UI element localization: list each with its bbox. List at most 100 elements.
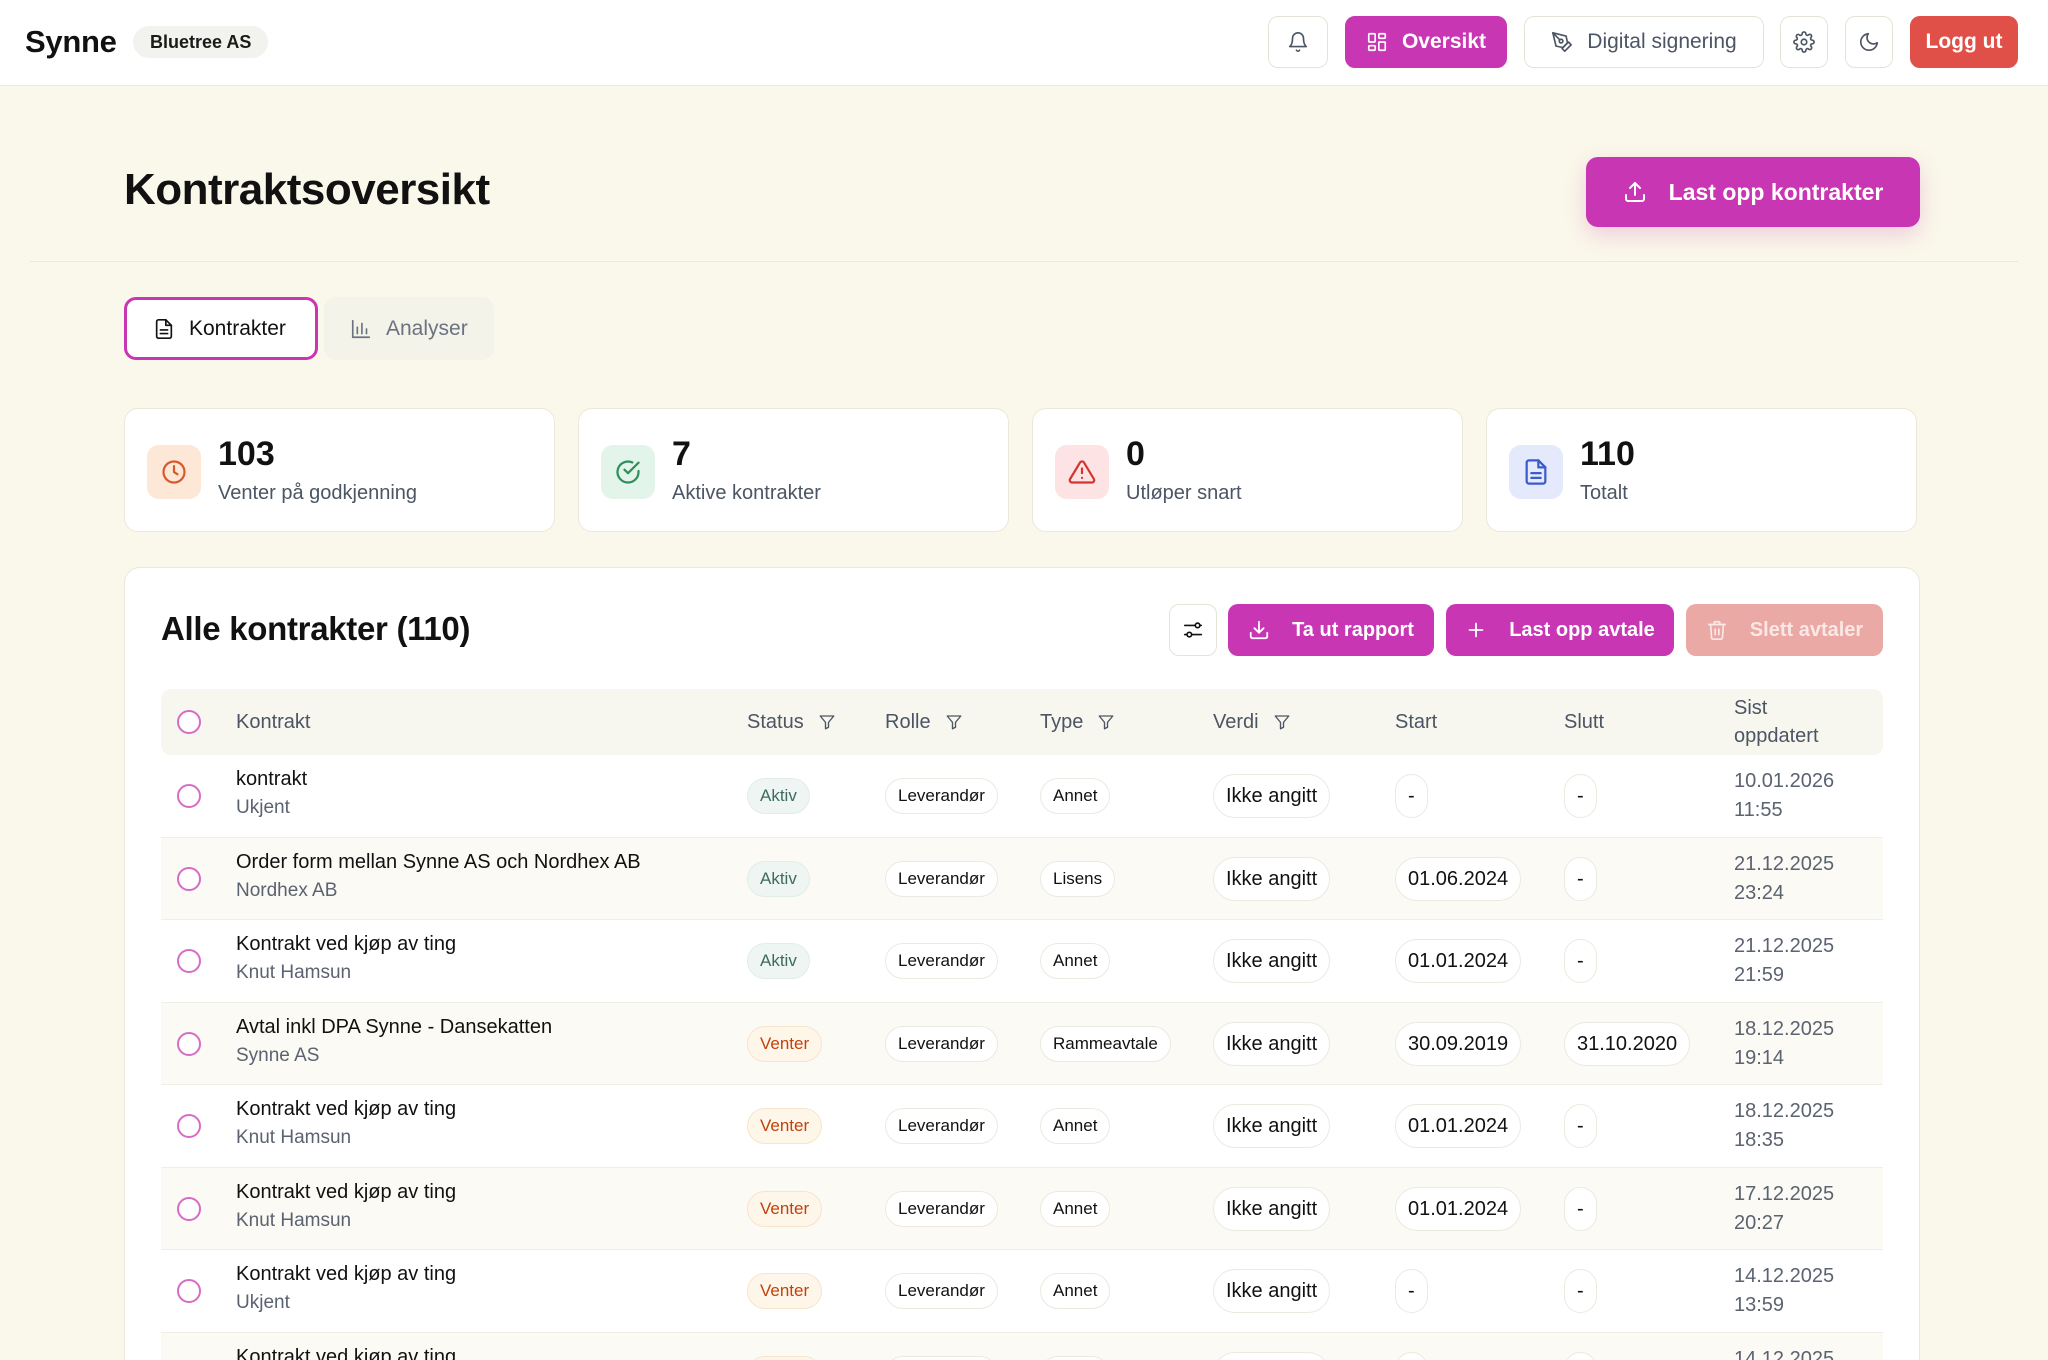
notifications-button[interactable] (1268, 16, 1328, 68)
contract-cell[interactable]: Order form mellan Synne AS och Nordhex A… (236, 851, 641, 902)
contract-title[interactable]: kontrakt (236, 768, 308, 790)
stat-card-total: 110 Totalt (1486, 408, 1917, 532)
role-badge: Leverandør (885, 860, 998, 897)
tab-analyses-label: Analyser (386, 316, 468, 340)
updated-cell: 21.12.2025 21:59 (1734, 932, 1834, 990)
trash-icon (1706, 619, 1728, 641)
end-date-badge: - (1564, 939, 1597, 983)
row-checkbox[interactable] (177, 866, 201, 891)
delete-agreements-label: Slett avtaler (1749, 618, 1864, 641)
updated-date: 10.01.2026 (1734, 770, 1835, 792)
row-checkbox[interactable] (177, 1196, 201, 1221)
nav-overview-button[interactable]: Oversikt (1345, 16, 1507, 68)
updated-cell: 10.01.2026 11:55 (1734, 767, 1834, 825)
role-badge: Leverandør (885, 1190, 998, 1227)
updated-time: 18:35 (1734, 1129, 1785, 1151)
col-updated[interactable]: Sist oppdatert (1734, 689, 1819, 755)
select-all-checkbox[interactable] (177, 710, 201, 734)
plus-icon (1465, 619, 1487, 641)
status-badge: Venter (747, 1273, 823, 1309)
contract-cell[interactable]: Kontrakt ved kjøp av ting Knut Hamsun (236, 1098, 456, 1149)
upload-contracts-button[interactable]: Last opp kontrakter (1586, 157, 1920, 227)
status-badge: Aktiv (747, 860, 810, 897)
row-checkbox[interactable] (177, 784, 201, 808)
role-badge: Leverandør (885, 1025, 998, 1062)
contract-title[interactable]: Order form mellan Synne AS och Nordhex A… (236, 850, 641, 873)
contract-title[interactable]: Kontrakt ved kjøp av ting (236, 1180, 457, 1203)
tab-contracts[interactable]: Kontrakter (124, 297, 318, 360)
table-row[interactable]: Kontrakt ved kjøp av ting Knut Hamsun Ve… (161, 1167, 1883, 1250)
type-badge: Annet (1040, 778, 1111, 814)
table-row[interactable]: Kontrakt ved kjøp av ting Knut Hamsun Ve… (161, 1085, 1883, 1168)
filter-icon[interactable] (1097, 713, 1115, 731)
bar-chart-icon (350, 318, 372, 340)
table-row[interactable]: Kontrakt ved kjøp av ting Knut Hamsun Ak… (161, 920, 1883, 1003)
upload-agreement-button[interactable]: Last opp avtale (1446, 604, 1674, 656)
contract-title[interactable]: Avtal inkl DPA Synne - Dansekatten (236, 1015, 553, 1038)
row-checkbox[interactable] (177, 1031, 201, 1056)
filter-icon[interactable] (1273, 713, 1291, 731)
end-date-badge: - (1564, 1269, 1597, 1313)
top-bar: Synne Bluetree AS Oversikt Digital signe… (0, 0, 2048, 86)
col-start[interactable]: Start (1395, 689, 1437, 755)
brand-logo[interactable]: Synne (25, 24, 117, 59)
col-value[interactable]: Verdi (1213, 689, 1291, 755)
contract-title[interactable]: Kontrakt ved kjøp av ting (236, 933, 457, 955)
table-row[interactable]: Kontrakt ved kjøp av ting Venter Leverand… (161, 1332, 1883, 1360)
status-badge: Venter (747, 1025, 823, 1062)
updated-time: 20:27 (1734, 1211, 1785, 1234)
col-status[interactable]: Status (747, 689, 836, 755)
settings-button[interactable] (1780, 16, 1828, 68)
contract-title[interactable]: Kontrakt ved kjøp av ting (236, 1098, 457, 1120)
updated-date: 17.12.2025 (1734, 1182, 1835, 1205)
type-badge: Rammeavtale (1040, 1025, 1171, 1062)
table-row[interactable]: Order form mellan Synne AS och Nordhex A… (161, 837, 1883, 920)
contract-cell[interactable]: Kontrakt ved kjøp av ting Knut Hamsun (236, 933, 456, 984)
col-type[interactable]: Type (1040, 689, 1115, 755)
type-badge: Annet (1040, 1108, 1111, 1144)
col-updated-label: Sist (1734, 697, 1768, 719)
contract-party: Knut Hamsun (236, 962, 352, 983)
contract-cell[interactable]: Avtal inkl DPA Synne - Dansekatten Synne… (236, 1016, 552, 1067)
filter-icon[interactable] (818, 713, 836, 731)
value-badge: Ikke angitt (1213, 1269, 1331, 1313)
row-checkbox[interactable] (177, 949, 201, 973)
row-checkbox[interactable] (177, 1279, 201, 1303)
contract-cell[interactable]: Kontrakt ved kjøp av ting Ukjent (236, 1263, 456, 1314)
updated-cell: 17.12.2025 20:27 (1734, 1180, 1834, 1238)
updated-time: 13:59 (1734, 1294, 1785, 1316)
updated-cell: 18.12.2025 19:14 (1734, 1015, 1834, 1073)
column-settings-button[interactable] (1169, 604, 1217, 656)
row-checkbox[interactable] (177, 1114, 201, 1138)
export-report-button[interactable]: Ta ut rapport (1228, 604, 1434, 656)
stat-value: 7 (672, 435, 691, 473)
tab-analyses[interactable]: Analyser (324, 297, 494, 360)
contract-party: Ukjent (236, 797, 290, 818)
nav-signing-button[interactable]: Digital signering (1524, 16, 1764, 68)
logout-button[interactable]: Logg ut (1910, 16, 2018, 68)
type-badge: Annet (1040, 943, 1111, 979)
table-row[interactable]: kontrakt Ukjent Aktiv Leverandør Annet Ikke… (161, 755, 1883, 838)
filter-icon[interactable] (945, 713, 963, 731)
col-contract[interactable]: Kontrakt (236, 689, 310, 755)
contract-title[interactable]: Kontrakt ved kjøp av ting (236, 1263, 457, 1285)
upload-icon (1623, 180, 1647, 204)
theme-toggle-button[interactable] (1845, 16, 1893, 68)
contract-cell[interactable]: Kontrakt ved kjøp av ting (236, 1346, 456, 1360)
updated-date: 18.12.2025 (1734, 1017, 1835, 1040)
delete-agreements-button[interactable]: Slett avtaler (1686, 604, 1883, 656)
col-start-label: Start (1395, 710, 1438, 733)
gear-icon (1793, 31, 1815, 53)
document-icon (1509, 445, 1563, 499)
col-end[interactable]: Slutt (1564, 689, 1604, 755)
col-role[interactable]: Rolle (885, 689, 963, 755)
stat-card-pending: 103 Venter på godkjenning (124, 408, 555, 532)
col-end-label: Slutt (1564, 710, 1605, 733)
role-badge: Leverandør (885, 1273, 998, 1309)
contract-title[interactable]: Kontrakt ved kjøp av ting (236, 1345, 457, 1360)
header-divider (30, 261, 2018, 262)
table-row[interactable]: Kontrakt ved kjøp av ting Ukjent Venter L… (161, 1250, 1883, 1333)
contract-cell[interactable]: kontrakt Ukjent (236, 768, 307, 819)
contract-cell[interactable]: Kontrakt ved kjøp av ting Knut Hamsun (236, 1181, 456, 1232)
table-row[interactable]: Avtal inkl DPA Synne - Dansekatten Synne… (161, 1002, 1883, 1085)
